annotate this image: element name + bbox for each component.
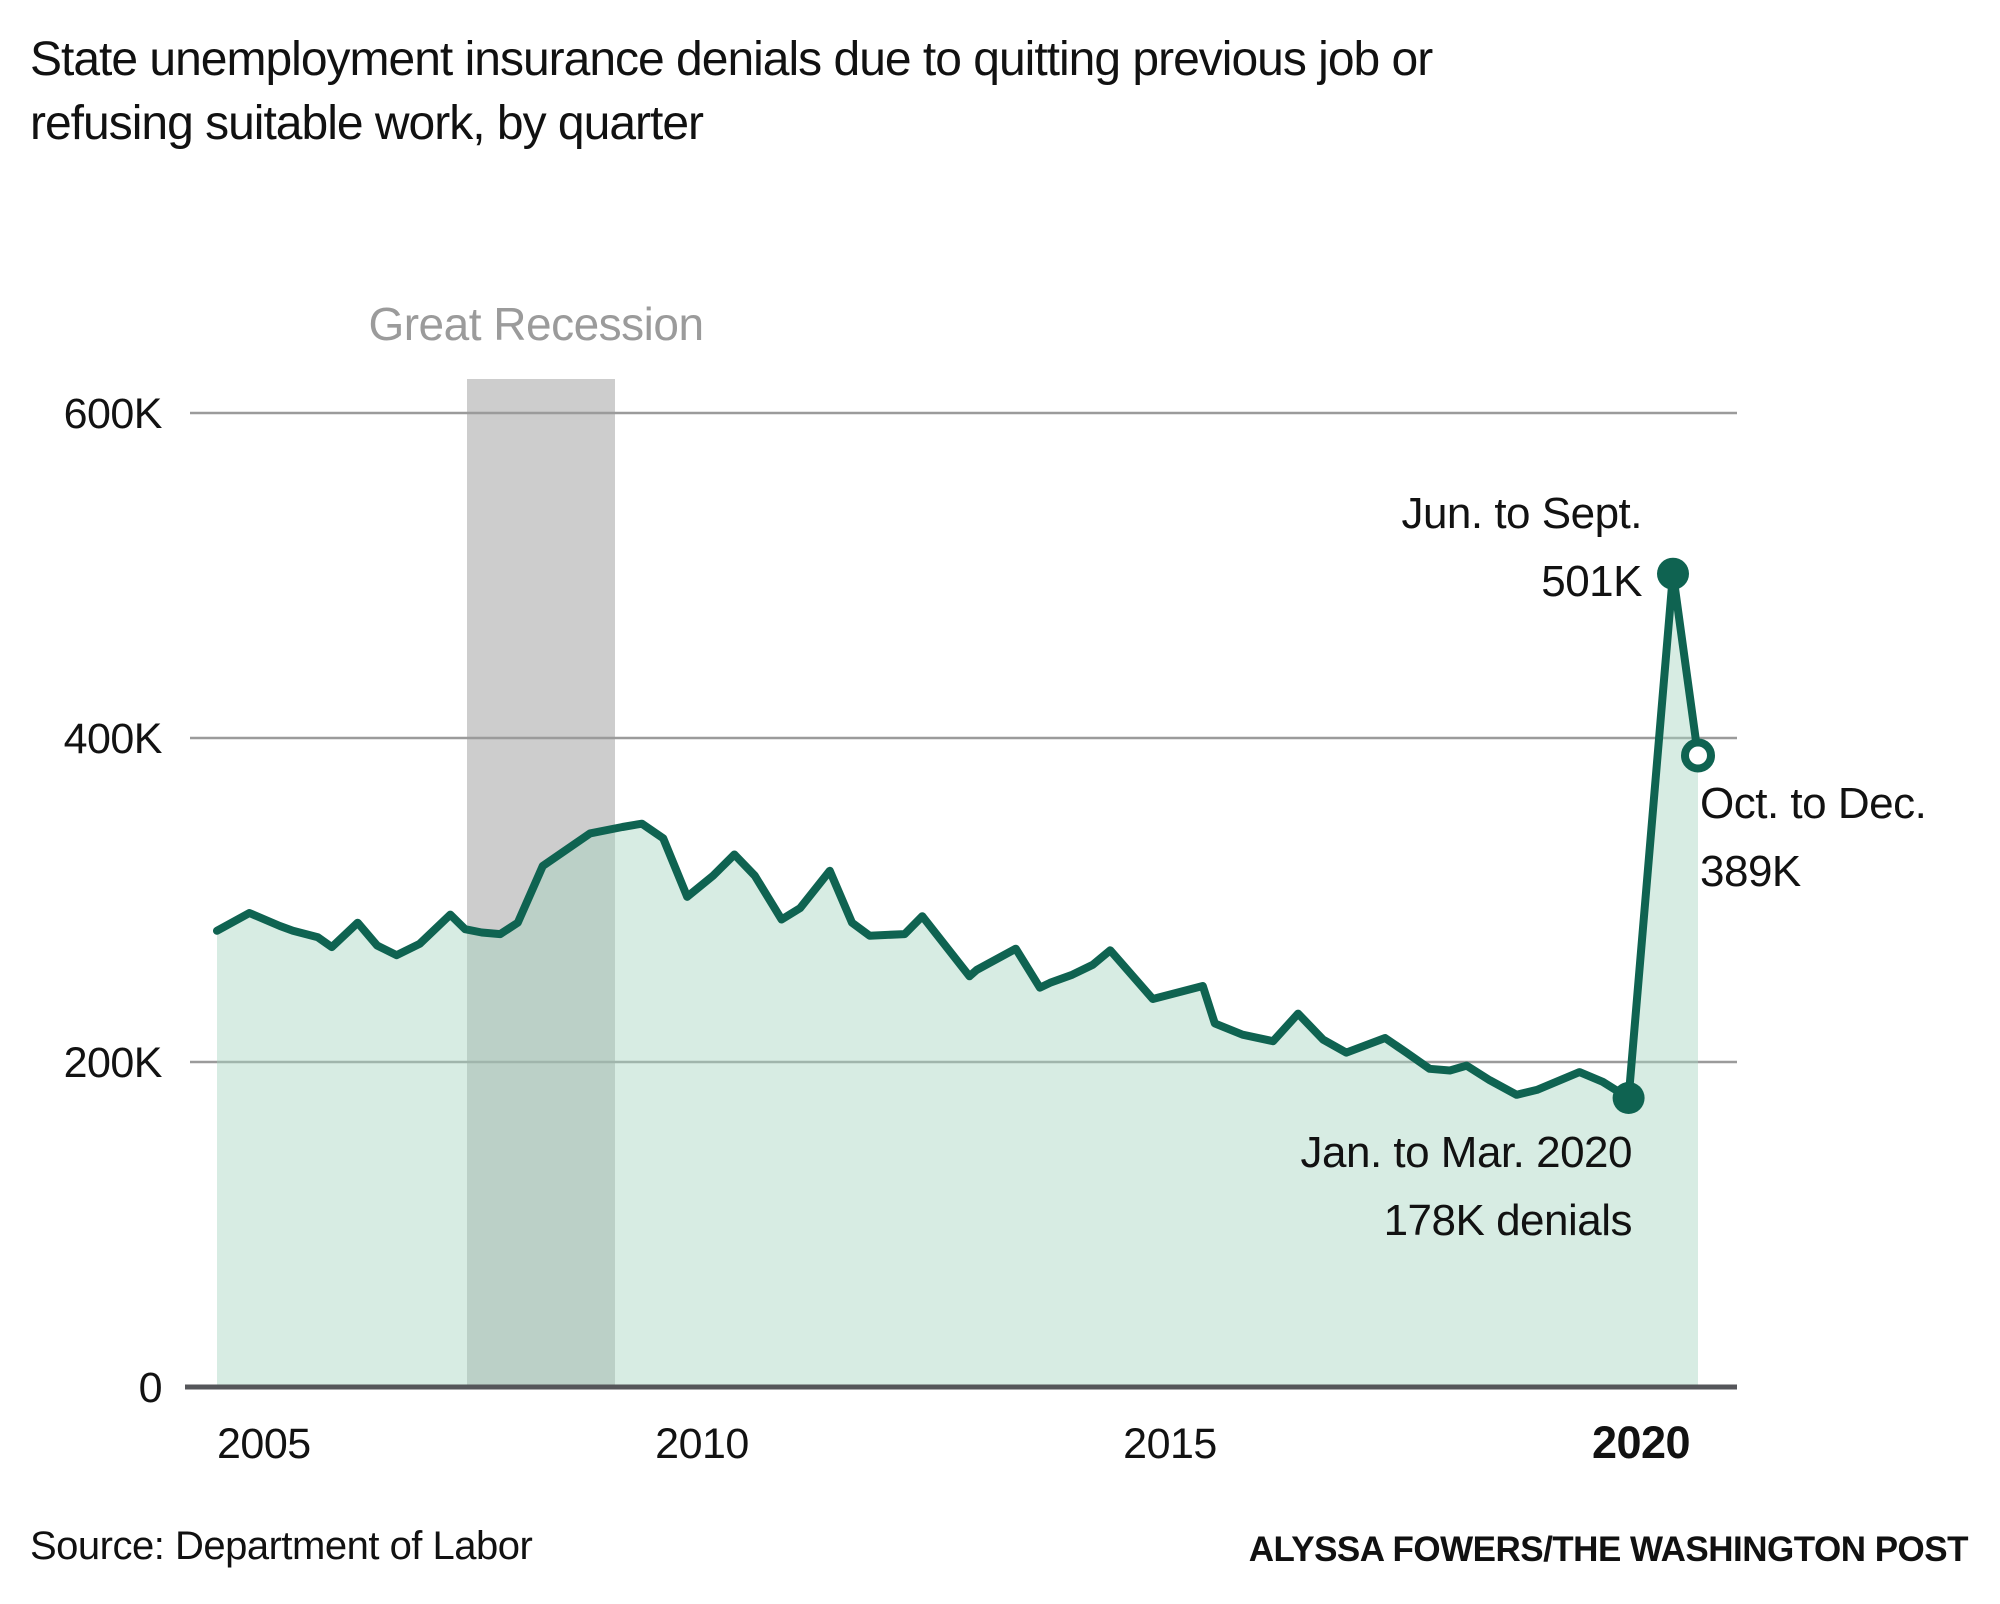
x-tick-2015: 2015 — [1123, 1420, 1217, 1468]
recession-band — [467, 379, 615, 1387]
byline-credit: ALYSSA FOWERS/THE WASHINGTON POST — [1248, 1530, 1969, 1569]
y-tick-600k: 600K — [64, 390, 163, 438]
annotation-jan-mar-value: 178K denials — [1384, 1196, 1632, 1245]
annotation-oct-dec-value: 389K — [1700, 847, 1801, 896]
y-tick-0: 0 — [139, 1364, 162, 1412]
filled-point-marker — [1612, 1082, 1645, 1114]
x-tick-2020: 2020 — [1592, 1417, 1690, 1468]
x-axis-labels: 2005 2010 2015 2020 — [217, 1417, 1691, 1468]
annotation-jun-sept-value: 501K — [1541, 557, 1642, 606]
recession-band-label: Great Recession — [368, 298, 703, 350]
gridlines — [190, 411, 1737, 1064]
annotation-oct-dec: Oct. to Dec. 389K — [1700, 779, 1927, 896]
series-line — [213, 569, 1702, 1102]
page-title: State unemployment insurance denials due… — [30, 28, 1433, 156]
source-note: Source: Department of Labor — [30, 1524, 533, 1568]
filled-point-marker — [1657, 557, 1689, 590]
y-tick-400k: 400K — [64, 715, 163, 763]
annotation-jan-mar: Jan. to Mar. 2020 178K denials — [1301, 1128, 1633, 1245]
y-tick-200k: 200K — [64, 1039, 163, 1087]
title-line-2: refusing suitable work, by quarter — [30, 97, 704, 150]
series-area-fill — [217, 573, 1698, 1387]
open-point-marker — [1681, 738, 1715, 773]
annotation-jan-mar-label: Jan. to Mar. 2020 — [1301, 1128, 1633, 1177]
annotation-oct-dec-label: Oct. to Dec. — [1700, 779, 1926, 828]
x-tick-2010: 2010 — [655, 1420, 749, 1468]
annotation-jun-sept-label: Jun. to Sept. — [1401, 489, 1642, 538]
y-axis-labels: 600K 400K 200K 0 — [64, 390, 164, 1412]
point-markers — [1612, 557, 1715, 1114]
x-tick-2005: 2005 — [217, 1420, 311, 1468]
annotation-jun-sept: Jun. to Sept. 501K — [1401, 489, 1642, 606]
title-line-1: State unemployment insurance denials due… — [30, 33, 1433, 86]
